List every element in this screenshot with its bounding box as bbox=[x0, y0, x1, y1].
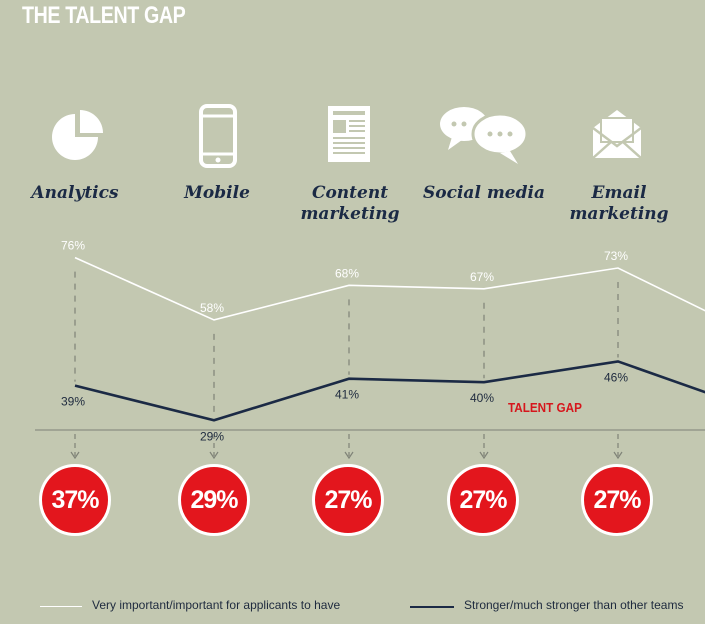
category-label-email-marketing: Email marketing bbox=[569, 183, 669, 224]
legend-swatch-stronger bbox=[410, 606, 454, 608]
category-label-content-marketing: Content marketing bbox=[300, 183, 400, 224]
category-label-analytics: Analytics bbox=[31, 183, 119, 203]
pie-chart-icon bbox=[52, 110, 103, 160]
newspaper-icon bbox=[328, 106, 370, 162]
gap-circle-social-media: 27% bbox=[447, 464, 519, 536]
gap-circle-content-marketing: 27% bbox=[312, 464, 384, 536]
arrow-head bbox=[209, 451, 219, 460]
smartphone-icon bbox=[199, 104, 237, 168]
category-label-social-media: Social media bbox=[423, 183, 545, 203]
series-line-stronger bbox=[74, 360, 705, 422]
category-label-mobile: Mobile bbox=[184, 183, 250, 203]
data-label-stronger: 41% bbox=[335, 388, 359, 402]
series-line-important bbox=[74, 256, 705, 321]
data-label-stronger: 46% bbox=[604, 370, 628, 384]
data-label-important: 76% bbox=[61, 239, 85, 253]
arrow-head bbox=[70, 451, 80, 460]
arrow-head bbox=[613, 451, 623, 460]
data-label-important: 68% bbox=[335, 266, 359, 280]
envelope-icon bbox=[592, 110, 642, 159]
gap-circle-mobile: 29% bbox=[178, 464, 250, 536]
legend-swatch-important bbox=[40, 606, 82, 607]
data-label-important: 58% bbox=[200, 301, 224, 315]
legend-label-stronger: Stronger/much stronger than other teams bbox=[464, 598, 684, 612]
data-label-important: 67% bbox=[470, 270, 494, 284]
data-label-stronger: 40% bbox=[470, 391, 494, 405]
data-label-important: 73% bbox=[604, 249, 628, 263]
talent-gap-title: TALENT GAP bbox=[508, 400, 582, 415]
legend-label-important: Very important/important for applicants … bbox=[92, 598, 341, 612]
arrow-head bbox=[344, 451, 354, 460]
speech-bubbles-icon bbox=[440, 107, 529, 164]
arrow-head bbox=[479, 451, 489, 460]
page-title: THE TALENT GAP bbox=[22, 2, 186, 29]
data-label-stronger: 29% bbox=[200, 429, 224, 443]
gap-circle-email-marketing: 27% bbox=[581, 464, 653, 536]
data-label-stronger: 39% bbox=[61, 395, 85, 409]
gap-circle-analytics: 37% bbox=[39, 464, 111, 536]
